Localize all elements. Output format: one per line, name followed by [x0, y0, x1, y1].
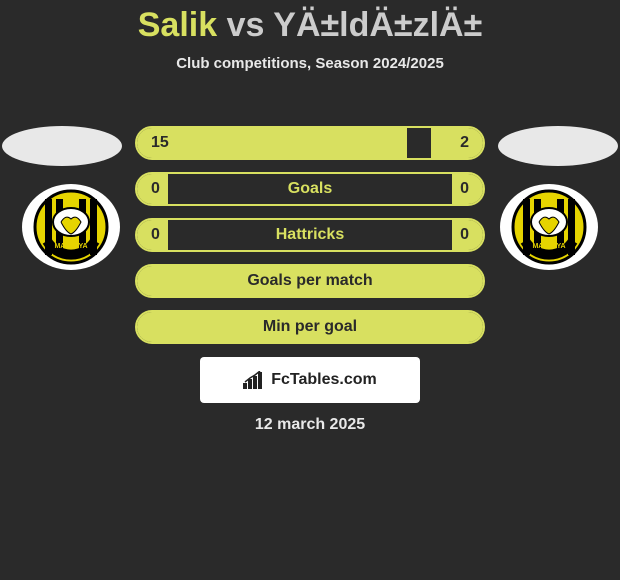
stat-row: Min per goal [135, 310, 485, 344]
player2-photo-placeholder [498, 126, 618, 166]
svg-text:MALATYA: MALATYA [54, 243, 87, 250]
stat-left-value: 0 [151, 220, 160, 250]
comparison-bars: Matches152Goals00Hattricks00Goals per ma… [135, 126, 485, 356]
player2-club-badge: MALATYA [500, 184, 598, 270]
stat-label: Goals per match [137, 266, 483, 296]
player1-name: Salik [138, 6, 217, 44]
stat-row: Goals per match [135, 264, 485, 298]
stat-left-value: 0 [151, 174, 160, 204]
infographic-root: Salik vs YÄ±ldÄ±zlÄ± Club competitions, … [0, 6, 620, 580]
source-logo-text: FcTables.com [271, 371, 377, 389]
stat-label: Min per goal [137, 312, 483, 342]
club-crest-icon: MALATYA [509, 189, 589, 265]
svg-text:MALATYA: MALATYA [532, 243, 565, 250]
club-crest-icon: MALATYA [31, 189, 111, 265]
stat-right-value: 0 [460, 220, 469, 250]
player2-name: YÄ±ldÄ±zlÄ± [273, 6, 482, 44]
vs-label: vs [227, 6, 265, 44]
bar-chart-icon [243, 371, 265, 389]
stat-left-value: 15 [151, 128, 169, 158]
stat-label: Goals [137, 174, 483, 204]
stat-row: Hattricks0 0 [135, 218, 485, 252]
stat-row: Matches15 2 [135, 126, 485, 160]
stat-right-value: 0 [460, 174, 469, 204]
stat-right-value: 2 [460, 128, 469, 158]
page-title: Salik vs YÄ±ldÄ±zlÄ± [0, 6, 620, 45]
player1-photo-placeholder [2, 126, 122, 166]
subtitle: Club competitions, Season 2024/2025 [0, 55, 620, 72]
stat-label: Matches [137, 128, 483, 158]
date-label: 12 march 2025 [0, 416, 620, 434]
stat-label: Hattricks [137, 220, 483, 250]
player1-club-badge: MALATYA [22, 184, 120, 270]
stat-row: Goals0 0 [135, 172, 485, 206]
source-logo: FcTables.com [200, 357, 420, 403]
